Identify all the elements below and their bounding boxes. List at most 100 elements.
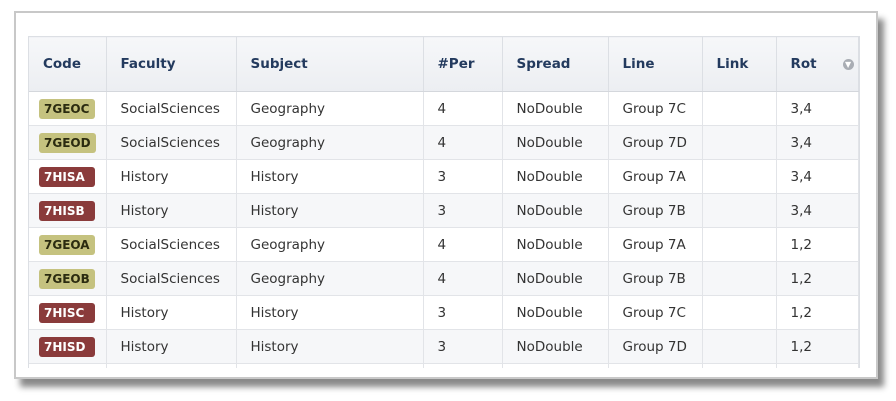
table-row[interactable]: 7GEOD SocialSciences Geography 4 NoDouble Gro… xyxy=(29,125,859,160)
spread-cell[interactable]: NoDouble xyxy=(502,227,609,262)
link-cell[interactable] xyxy=(702,227,777,262)
spread-cell[interactable]: NoDouble xyxy=(502,261,609,296)
subject-cell[interactable]: Geography xyxy=(236,91,424,126)
cell[interactable] xyxy=(702,363,777,368)
link-cell[interactable] xyxy=(702,193,777,228)
code-cell[interactable]: 7GEOB xyxy=(29,261,107,296)
spread-cell[interactable]: NoDouble xyxy=(502,91,609,126)
rot-cell[interactable]: 1,2 xyxy=(776,295,859,330)
code-cell[interactable]: 7HISB xyxy=(29,193,107,228)
line-cell[interactable]: Group 7B xyxy=(608,193,703,228)
subject-cell[interactable]: History xyxy=(236,159,424,194)
faculty-cell[interactable]: SocialSciences xyxy=(106,125,237,160)
table-row[interactable]: 7GEOA SocialSciences Geography 4 NoDouble Gro… xyxy=(29,227,859,262)
table-row[interactable]: 7GEOC SocialSciences Geography 4 NoDouble Gro… xyxy=(29,91,859,126)
cell[interactable] xyxy=(236,363,424,368)
spread-cell[interactable]: NoDouble xyxy=(502,125,609,160)
header-per[interactable]: #Per xyxy=(423,36,503,92)
code-cell[interactable] xyxy=(29,363,107,368)
code-badge: 7GEOA xyxy=(39,234,95,255)
line-cell[interactable]: Group 7C xyxy=(608,295,703,330)
header-line[interactable]: Line xyxy=(608,36,703,92)
per-cell[interactable]: 4 xyxy=(423,91,503,126)
header-rot-label: Rot xyxy=(790,56,817,72)
header-subject[interactable]: Subject xyxy=(236,36,424,92)
code-badge: 7GEOC xyxy=(39,98,95,119)
rot-cell[interactable]: 1,2 xyxy=(776,227,859,262)
code-badge: 7HISB xyxy=(39,200,95,221)
subject-cell[interactable]: History xyxy=(236,193,424,228)
subject-cell[interactable]: Geography xyxy=(236,261,424,296)
cell[interactable] xyxy=(776,363,859,368)
per-cell[interactable]: 4 xyxy=(423,125,503,160)
link-cell[interactable] xyxy=(702,295,777,330)
faculty-cell[interactable]: SocialSciences xyxy=(106,91,237,126)
table-row[interactable]: 7HISD History History 3 NoDouble Group 7D 1,2 xyxy=(29,329,859,364)
faculty-cell[interactable]: History xyxy=(106,329,237,364)
cell[interactable] xyxy=(423,363,503,368)
per-cell[interactable]: 4 xyxy=(423,227,503,262)
line-cell[interactable]: Group 7D xyxy=(608,125,703,160)
code-badge: 7HISA xyxy=(39,166,95,187)
per-cell[interactable]: 3 xyxy=(423,295,503,330)
faculty-cell[interactable]: SocialSciences xyxy=(106,261,237,296)
spread-cell[interactable]: NoDouble xyxy=(502,159,609,194)
per-cell[interactable]: 3 xyxy=(423,193,503,228)
line-cell[interactable]: Group 7D xyxy=(608,329,703,364)
subject-cell[interactable]: Geography xyxy=(236,227,424,262)
code-badge: 7HISD xyxy=(39,336,95,357)
line-cell[interactable]: Group 7C xyxy=(608,91,703,126)
cell[interactable] xyxy=(502,363,609,368)
per-cell[interactable]: 3 xyxy=(423,329,503,364)
line-cell[interactable]: Group 7A xyxy=(608,227,703,262)
rot-cell[interactable]: 3,4 xyxy=(776,91,859,126)
table-row[interactable]: 7HISB History History 3 NoDouble Group 7B 3,4 xyxy=(29,193,859,228)
code-cell[interactable]: 7HISD xyxy=(29,329,107,364)
code-badge: 7GEOB xyxy=(39,268,95,289)
spread-cell[interactable]: NoDouble xyxy=(502,329,609,364)
subject-cell[interactable]: History xyxy=(236,295,424,330)
rot-cell[interactable]: 1,2 xyxy=(776,329,859,364)
header-rot[interactable]: Rot ▼ xyxy=(776,36,859,92)
cell[interactable] xyxy=(608,363,703,368)
line-cell[interactable]: Group 7A xyxy=(608,159,703,194)
table-row[interactable]: 7HISA History History 3 NoDouble Group 7A 3,4 xyxy=(29,159,859,194)
per-cell[interactable]: 4 xyxy=(423,261,503,296)
code-cell[interactable]: 7HISA xyxy=(29,159,107,194)
classes-table: Code Faculty Subject #Per Spread Line Li… xyxy=(29,36,859,368)
table-row[interactable]: 7HISC History History 3 NoDouble Group 7C 1,2 xyxy=(29,295,859,330)
table-row[interactable]: 7GEOB SocialSciences Geography 4 NoDouble Gro… xyxy=(29,261,859,296)
header-link[interactable]: Link xyxy=(702,36,777,92)
link-cell[interactable] xyxy=(702,125,777,160)
link-cell[interactable] xyxy=(702,91,777,126)
spread-cell[interactable]: NoDouble xyxy=(502,193,609,228)
faculty-cell[interactable]: History xyxy=(106,295,237,330)
code-cell[interactable]: 7HISC xyxy=(29,295,107,330)
cell[interactable] xyxy=(106,363,237,368)
rot-cell[interactable]: 3,4 xyxy=(776,193,859,228)
per-cell[interactable]: 3 xyxy=(423,159,503,194)
link-cell[interactable] xyxy=(702,261,777,296)
code-cell[interactable]: 7GEOC xyxy=(29,91,107,126)
faculty-cell[interactable]: SocialSciences xyxy=(106,227,237,262)
faculty-cell[interactable]: History xyxy=(106,159,237,194)
subject-cell[interactable]: Geography xyxy=(236,125,424,160)
subject-cell[interactable]: History xyxy=(236,329,424,364)
link-cell[interactable] xyxy=(702,329,777,364)
header-faculty[interactable]: Faculty xyxy=(106,36,237,92)
line-cell[interactable]: Group 7B xyxy=(608,261,703,296)
header-spread[interactable]: Spread xyxy=(502,36,609,92)
faculty-cell[interactable]: History xyxy=(106,193,237,228)
header-row: Code Faculty Subject #Per Spread Line Li… xyxy=(29,36,859,92)
spread-cell[interactable]: NoDouble xyxy=(502,295,609,330)
code-cell[interactable]: 7GEOA xyxy=(29,227,107,262)
table-row-partial[interactable] xyxy=(29,363,859,368)
rot-cell[interactable]: 1,2 xyxy=(776,261,859,296)
chevron-down-circle-icon[interactable]: ▼ xyxy=(842,58,854,70)
rot-cell[interactable]: 3,4 xyxy=(776,125,859,160)
code-badge: 7GEOD xyxy=(39,132,96,153)
rot-cell[interactable]: 3,4 xyxy=(776,159,859,194)
code-cell[interactable]: 7GEOD xyxy=(29,125,107,160)
header-code[interactable]: Code xyxy=(29,36,107,92)
link-cell[interactable] xyxy=(702,159,777,194)
